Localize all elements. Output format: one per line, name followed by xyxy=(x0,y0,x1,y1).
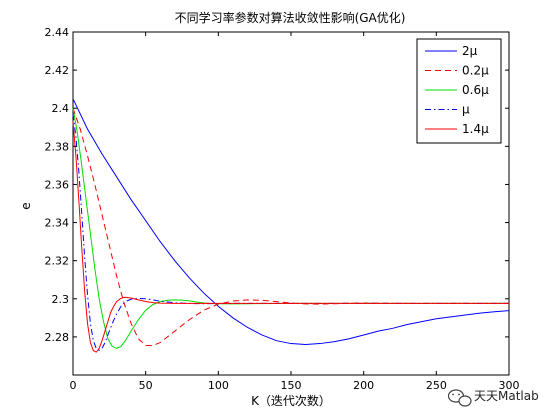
tick-layer: 0 50 100 150 200 250 300 2.28 2.3 2.32 2.34 2.36 2.3… xyxy=(45,26,520,392)
legend: 2μ 0.2μ 0.6μ μ 1.4μ xyxy=(416,38,502,144)
watermark-text: 天天Matlab xyxy=(474,389,539,403)
x-tick-label: 200 xyxy=(353,379,374,392)
y-tick-label: 2.38 xyxy=(45,140,70,153)
y-tick-label: 2.44 xyxy=(45,26,70,39)
wechat-icon xyxy=(447,389,472,407)
x-tick-label: 300 xyxy=(499,379,520,392)
x-tick-label: 100 xyxy=(208,379,229,392)
y-tick-label: 2.3 xyxy=(52,293,70,306)
series-line-1 xyxy=(72,108,509,346)
x-tick-label: 250 xyxy=(426,379,447,392)
y-tick-label: 2.34 xyxy=(45,217,70,230)
y-axis-label: e xyxy=(19,202,33,209)
series-layer xyxy=(72,98,510,353)
x-tick-label: 0 xyxy=(70,379,77,392)
x-axis-label: K（迭代次数） xyxy=(251,393,331,408)
series-line-4 xyxy=(72,121,509,353)
y-tick-label: 2.32 xyxy=(45,255,70,268)
series-line-3 xyxy=(72,113,509,351)
y-tick-label: 2.4 xyxy=(52,102,70,115)
legend-box xyxy=(416,38,502,144)
chart-title: 不同学习率参数对算法收敛性影响(GA优化) xyxy=(175,10,406,25)
legend-label-1: 0.2μ xyxy=(462,64,489,78)
legend-label-0: 2μ xyxy=(462,44,478,58)
y-tick-label: 2.42 xyxy=(45,64,70,77)
legend-label-4: 1.4μ xyxy=(462,122,489,136)
legend-label-3: μ xyxy=(462,103,470,117)
legend-label-2: 0.6μ xyxy=(462,83,489,97)
series-line-0 xyxy=(72,98,510,346)
x-tick-label: 50 xyxy=(139,379,153,392)
y-tick-label: 2.36 xyxy=(45,178,70,191)
legend-entries: 2μ 0.2μ 0.6μ μ 1.4μ xyxy=(425,44,489,136)
y-tick-label: 2.28 xyxy=(45,331,70,344)
x-tick-label: 150 xyxy=(281,379,302,392)
watermark: 天天Matlab xyxy=(447,389,539,407)
